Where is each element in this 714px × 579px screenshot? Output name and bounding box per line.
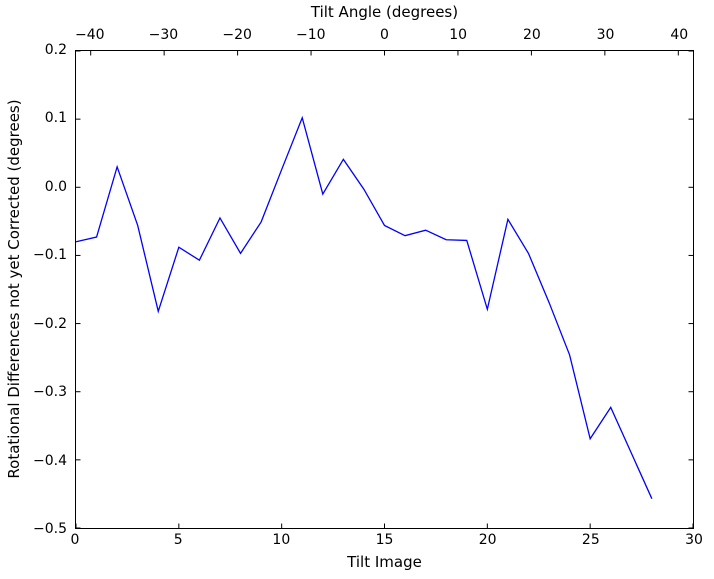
plot-area bbox=[75, 50, 694, 529]
y-tick-label: −0.2 bbox=[33, 315, 67, 332]
x-tick-label: 0 bbox=[70, 532, 80, 548]
top-axis-label: Tilt Angle (degrees) bbox=[310, 3, 459, 21]
top-tick-label: 10 bbox=[449, 27, 468, 43]
y-axis-label: Rotational Differences not yet Corrected… bbox=[5, 99, 23, 479]
top-tick-label: −20 bbox=[222, 27, 252, 43]
top-tick-label: 40 bbox=[670, 27, 689, 43]
x-tick-label: 20 bbox=[478, 532, 497, 548]
top-tick-label: −30 bbox=[148, 27, 179, 43]
data-line-series bbox=[76, 115, 653, 499]
x-tick-label: 25 bbox=[581, 532, 600, 548]
y-tick-label: −0.5 bbox=[33, 521, 67, 537]
x-tick-label: 15 bbox=[375, 532, 394, 548]
y-tick-label: −0.1 bbox=[33, 247, 67, 264]
x-tick-label: 10 bbox=[272, 532, 291, 548]
top-tick-label: 0 bbox=[380, 27, 389, 43]
top-tick-label: 20 bbox=[522, 27, 541, 43]
x-axis-label: Tilt Image bbox=[347, 553, 422, 571]
y-tick-label: 0.0 bbox=[44, 178, 67, 195]
y-tick-label: −0.4 bbox=[33, 452, 67, 469]
line-chart-svg bbox=[76, 51, 693, 528]
top-tick-label: 30 bbox=[596, 27, 615, 43]
x-tick-label: 5 bbox=[173, 532, 183, 548]
y-tick-label: 0.2 bbox=[44, 42, 67, 58]
y-tick-label: −0.3 bbox=[33, 384, 67, 401]
x-tick-label: 30 bbox=[685, 532, 703, 548]
top-tick-label: −40 bbox=[74, 27, 105, 43]
y-tick-label: 0.1 bbox=[44, 110, 67, 127]
top-tick-label: −10 bbox=[296, 27, 326, 43]
